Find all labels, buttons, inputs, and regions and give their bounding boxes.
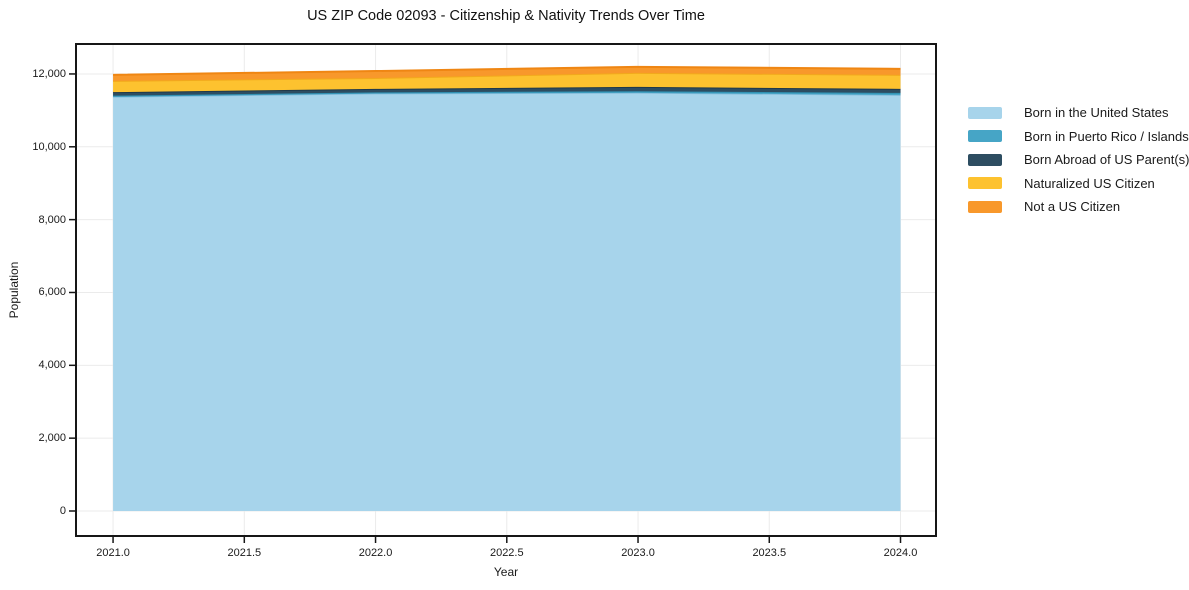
x-tick-label: 2021.0: [96, 547, 130, 559]
y-tick-label: 6,000: [38, 286, 66, 299]
stacked-area-plot: [75, 43, 937, 537]
area-fill: [113, 72, 901, 93]
legend-item: Born in Puerto Rico / Islands: [968, 125, 1189, 149]
legend-item: Not a US Citizen: [968, 195, 1189, 219]
x-tick-label: 2024.0: [883, 547, 918, 559]
x-axis-title: Year: [493, 565, 519, 579]
y-tick-label: 8,000: [38, 213, 66, 226]
legend-item: Born in the United States: [968, 101, 1189, 125]
legend-label: Born in Puerto Rico / Islands: [1024, 128, 1189, 144]
y-tick-label: 12,000: [32, 67, 66, 80]
legend-item: Naturalized US Citizen: [968, 172, 1189, 196]
x-tick-label: 2021.5: [227, 547, 262, 559]
area-fill: [113, 92, 901, 512]
area-top-line: [113, 65, 901, 76]
y-tick-label: 4,000: [38, 359, 66, 372]
legend-label: Born Abroad of US Parent(s): [1024, 152, 1189, 168]
legend-swatch: [968, 177, 1002, 190]
y-tick-label: 10,000: [32, 140, 66, 153]
legend-swatch: [968, 153, 1002, 166]
legend-label: Not a US Citizen: [1024, 199, 1121, 215]
legend-label: Naturalized US Citizen: [1024, 175, 1155, 191]
area-top-line: [113, 90, 901, 97]
plot-area: [75, 43, 937, 537]
area-fill: [113, 86, 901, 96]
area-fill: [113, 91, 901, 97]
plot-border: [75, 43, 937, 537]
legend-swatch: [968, 130, 1002, 143]
legend: Born in the United States Born in Puerto …: [968, 101, 1189, 219]
area-series: [113, 65, 901, 512]
legend-swatch: [968, 200, 1002, 213]
legend-label: Born in the United States: [1024, 105, 1169, 121]
x-tick-label: 2023.0: [621, 547, 655, 559]
x-tick-label: 2023.5: [752, 547, 787, 559]
y-axis-title: Population: [7, 261, 21, 319]
x-tick-label: 2022.0: [358, 547, 393, 559]
area-fill: [113, 66, 901, 81]
legend-item: Born Abroad of US Parent(s): [968, 148, 1189, 172]
x-tick-label: 2022.5: [489, 547, 524, 559]
chart-title: US ZIP Code 02093 - Citizenship & Nativi…: [307, 8, 705, 24]
legend-swatch: [968, 106, 1002, 119]
y-tick-label: 2,000: [38, 432, 66, 445]
y-tick-label: 0: [59, 504, 66, 517]
